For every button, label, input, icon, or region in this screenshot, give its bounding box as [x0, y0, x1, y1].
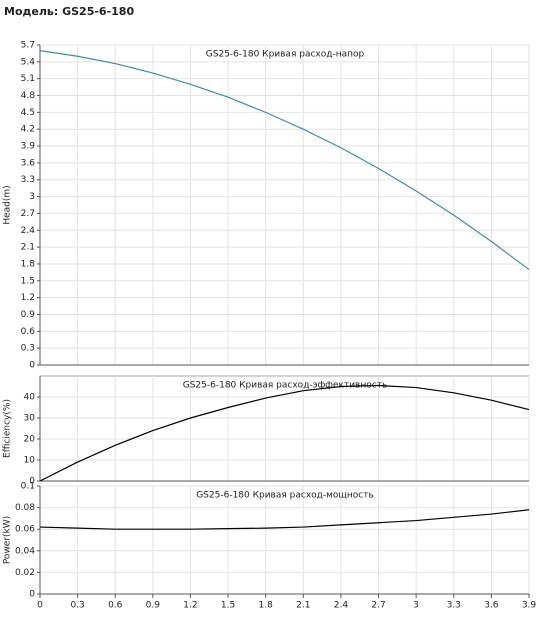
x-tick-label: 3.3 — [447, 601, 461, 611]
x-tick-label: 3.9 — [522, 601, 537, 611]
y-tick-label: 0.08 — [15, 503, 35, 513]
plot-area — [39, 44, 530, 366]
y-tick-label: 0 — [29, 590, 35, 600]
y-tick-label: 4.8 — [21, 91, 36, 101]
curve — [39, 50, 530, 271]
y-tick-label: 0 — [29, 361, 35, 371]
y-axis-label: Power(kW) — [3, 516, 13, 564]
plot-area — [39, 375, 530, 482]
y-tick-label: 0.9 — [21, 310, 36, 320]
y-tick-label: 20 — [24, 435, 36, 445]
y-tick-label: 5.7 — [21, 41, 35, 51]
x-tick-label: 3 — [413, 601, 419, 611]
y-tick-label: 3.9 — [21, 142, 36, 152]
y-tick-label: 3.6 — [21, 158, 36, 168]
y-tick-label: 1.8 — [21, 259, 36, 269]
x-tick-label: 0.6 — [108, 601, 123, 611]
chart-title: GS25-6-180 Кривая расход-напор — [206, 50, 365, 60]
y-tick-label: 2.1 — [21, 243, 35, 253]
y-tick-label: 0.3 — [21, 344, 35, 354]
y-tick-label: 1.5 — [21, 276, 35, 286]
y-tick-label: 0.02 — [15, 568, 35, 578]
plot-area — [39, 485, 530, 595]
y-tick-label: 0.04 — [15, 546, 35, 556]
y-tick-label: 2.4 — [21, 226, 36, 236]
y-tick-label: 5.1 — [21, 74, 35, 84]
y-tick-label: 1.2 — [21, 293, 35, 303]
y-tick-label: 30 — [24, 414, 36, 424]
y-tick-label: 0 — [29, 477, 35, 487]
chart-title: GS25-6-180 Кривая расход-мощность — [196, 491, 374, 501]
x-tick-label: 2.7 — [371, 601, 385, 611]
x-tick-label: 0.9 — [146, 601, 161, 611]
y-tick-label: 10 — [24, 456, 36, 466]
y-tick-label: 0.06 — [15, 525, 35, 535]
y-tick-label: 3 — [29, 192, 35, 202]
y-tick-label: 3.3 — [21, 175, 35, 185]
y-tick-label: 40 — [24, 393, 36, 403]
x-tick-label: 0.3 — [70, 601, 84, 611]
x-tick-label: 0 — [37, 601, 43, 611]
x-tick-label: 2.4 — [334, 601, 349, 611]
curve — [39, 384, 530, 482]
y-tick-label: 4.5 — [21, 108, 35, 118]
y-axis-label: Efficiency(%) — [3, 399, 13, 458]
page-title: Модель: GS25-6-180 — [4, 5, 134, 18]
x-tick-label: 3.6 — [484, 601, 499, 611]
y-tick-label: 4.2 — [21, 125, 35, 135]
curve — [39, 509, 530, 530]
y-tick-label: 0.6 — [21, 327, 36, 337]
x-tick-label: 1.8 — [259, 601, 274, 611]
y-tick-label: 2.7 — [21, 209, 35, 219]
y-tick-label: 5.4 — [21, 57, 36, 67]
y-tick-label: 0.1 — [21, 482, 35, 492]
y-axis-label: Head(m) — [3, 185, 13, 224]
chart-title: GS25-6-180 Кривая расход-эффективность — [183, 381, 388, 391]
x-tick-label: 1.2 — [183, 601, 197, 611]
x-tick-label: 1.5 — [221, 601, 235, 611]
x-tick-label: 2.1 — [296, 601, 310, 611]
